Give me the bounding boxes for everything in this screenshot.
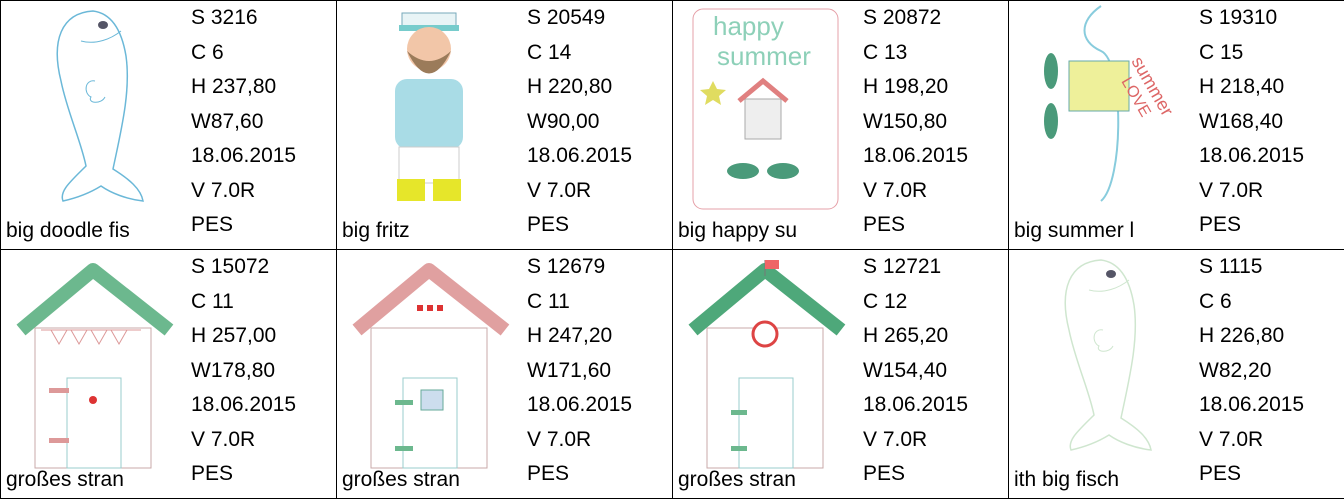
info-line: S 19310	[1199, 1, 1304, 36]
info-line: 18.06.2015	[863, 388, 968, 423]
info-line: S 20549	[527, 1, 632, 36]
info-line: 18.06.2015	[527, 139, 632, 174]
info-line: W90,00	[527, 105, 632, 140]
info-line: PES	[863, 457, 968, 492]
info-line: C 15	[1199, 36, 1304, 71]
info-line: 18.06.2015	[527, 388, 632, 423]
info-line: W150,80	[863, 105, 968, 140]
info-line: C 12	[863, 285, 968, 320]
info-line: W168,40	[1199, 105, 1304, 140]
info-line: PES	[191, 457, 296, 492]
info-line: 18.06.2015	[191, 139, 296, 174]
info-line: V 7.0R	[191, 174, 296, 209]
design-name: ith big fisch	[1014, 465, 1192, 495]
design-name: big fritz	[342, 216, 520, 246]
info-line: C 11	[527, 285, 632, 320]
info-line: H 198,20	[863, 70, 968, 105]
info-line: S 3216	[191, 1, 296, 36]
info-line: C 6	[1199, 285, 1304, 320]
info-line: H 237,80	[191, 70, 296, 105]
info-line: W178,80	[191, 354, 296, 389]
info-line: S 15072	[191, 250, 296, 285]
info-line: V 7.0R	[863, 174, 968, 209]
info-line: H 218,40	[1199, 70, 1304, 105]
info-line: PES	[863, 208, 968, 243]
design-grid: big doodle fisS 3216C 6H 237,80W87,6018.…	[0, 0, 1344, 499]
info-line: 18.06.2015	[1199, 388, 1304, 423]
info-line: PES	[527, 208, 632, 243]
info-line: C 6	[191, 36, 296, 71]
design-name: big summer l	[1014, 216, 1192, 246]
info-line: H 220,80	[527, 70, 632, 105]
design-preview	[673, 250, 858, 470]
info-line: S 12679	[527, 250, 632, 285]
info-line: C 14	[527, 36, 632, 71]
info-line: 18.06.2015	[191, 388, 296, 423]
info-line: V 7.0R	[527, 423, 632, 458]
design-name: big happy su	[678, 216, 856, 246]
info-line: PES	[1199, 208, 1304, 243]
info-line: W82,20	[1199, 354, 1304, 389]
info-line: S 1115	[1199, 250, 1304, 285]
design-preview	[1, 1, 186, 221]
art-text: happy	[713, 11, 784, 41]
info-line: S 12721	[863, 250, 968, 285]
info-line: H 257,00	[191, 319, 296, 354]
info-line: W87,60	[191, 105, 296, 140]
info-line: V 7.0R	[191, 423, 296, 458]
design-preview	[337, 1, 522, 221]
info-line: PES	[1199, 457, 1304, 492]
info-line: W171,60	[527, 354, 632, 389]
info-line: V 7.0R	[863, 423, 968, 458]
info-line: H 226,80	[1199, 319, 1304, 354]
design-name: big doodle fis	[6, 216, 184, 246]
info-line: S 20872	[863, 1, 968, 36]
info-line: PES	[191, 208, 296, 243]
info-line: 18.06.2015	[1199, 139, 1304, 174]
design-name: großes stran	[342, 465, 520, 495]
info-line: H 247,20	[527, 319, 632, 354]
design-preview	[1009, 250, 1194, 470]
info-line: V 7.0R	[1199, 423, 1304, 458]
info-line: C 11	[191, 285, 296, 320]
art-text: summer	[717, 41, 811, 71]
info-line: C 13	[863, 36, 968, 71]
info-line: V 7.0R	[1199, 174, 1304, 209]
info-line: H 265,20	[863, 319, 968, 354]
design-preview	[1, 250, 186, 470]
info-line: W154,40	[863, 354, 968, 389]
design-name: großes stran	[678, 465, 856, 495]
info-line: 18.06.2015	[863, 139, 968, 174]
info-line: PES	[527, 457, 632, 492]
info-line: V 7.0R	[527, 174, 632, 209]
design-preview	[337, 250, 522, 470]
design-name: großes stran	[6, 465, 184, 495]
